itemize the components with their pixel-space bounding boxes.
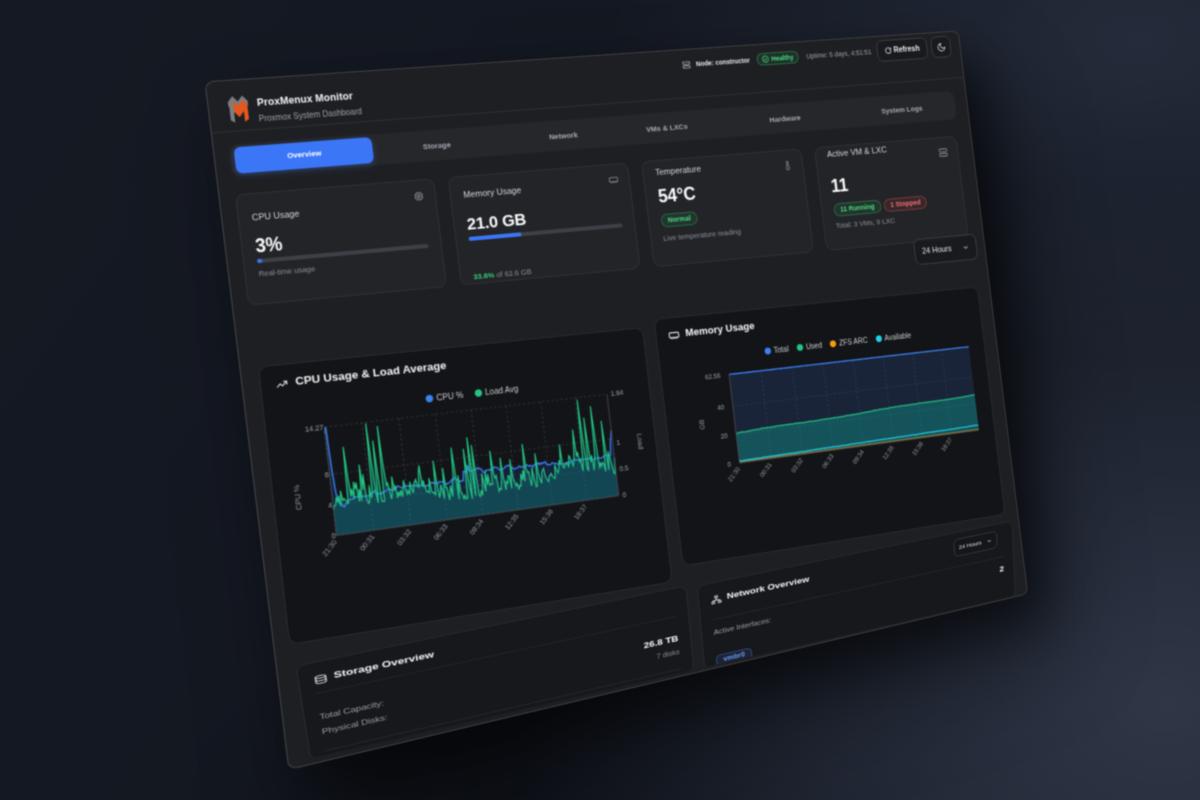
svg-text:18:37: 18:37: [940, 436, 954, 453]
svg-text:12:35: 12:35: [503, 512, 520, 531]
svg-text:40: 40: [717, 404, 725, 413]
svg-text:15:36: 15:36: [538, 508, 555, 527]
svg-text:09:34: 09:34: [851, 448, 866, 466]
svg-text:CPU %: CPU %: [292, 484, 304, 510]
svg-text:0: 0: [727, 460, 731, 468]
svg-text:0: 0: [331, 531, 336, 540]
svg-text:1: 1: [616, 439, 621, 447]
svg-text:GB: GB: [698, 419, 706, 430]
svg-text:15:36: 15:36: [911, 440, 925, 457]
svg-text:00:31: 00:31: [358, 533, 376, 553]
svg-text:Load: Load: [635, 433, 644, 450]
svg-text:1.94: 1.94: [610, 388, 624, 397]
svg-text:8: 8: [324, 471, 329, 480]
svg-text:0.5: 0.5: [619, 464, 629, 473]
svg-text:03:32: 03:32: [790, 457, 805, 475]
svg-text:0: 0: [622, 491, 627, 499]
svg-text:18:37: 18:37: [572, 503, 588, 522]
svg-text:12:35: 12:35: [881, 444, 895, 461]
svg-text:14.27: 14.27: [304, 423, 323, 434]
svg-text:00:31: 00:31: [758, 461, 773, 479]
svg-text:20: 20: [720, 432, 728, 441]
svg-text:06:33: 06:33: [432, 522, 449, 541]
svg-text:62.56: 62.56: [705, 372, 721, 381]
svg-text:03:32: 03:32: [395, 528, 413, 547]
svg-text:09:34: 09:34: [468, 517, 486, 537]
svg-text:21:30: 21:30: [320, 538, 338, 558]
svg-text:06:33: 06:33: [821, 452, 835, 469]
svg-text:4: 4: [328, 501, 334, 510]
